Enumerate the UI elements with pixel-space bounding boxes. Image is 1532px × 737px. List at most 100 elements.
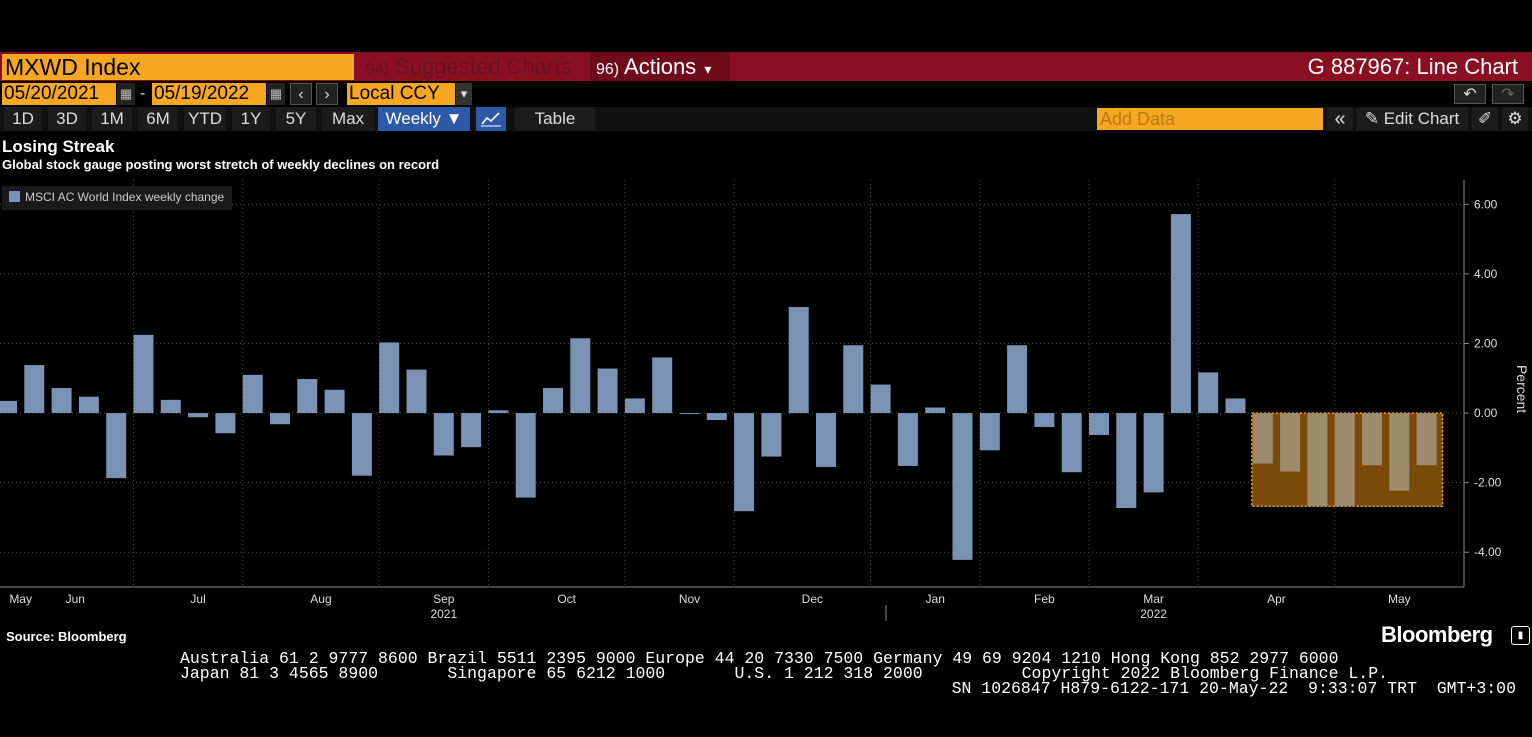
bar-week-37 [979,413,1000,451]
bar-chart-icon[interactable]: ▮ [1511,626,1530,645]
bar-week-43 [1143,413,1164,493]
currency-select[interactable]: Local CCY [347,83,455,105]
y-tick-label: 2.00 [1474,336,1498,350]
y-tick-label: 6.00 [1474,197,1498,211]
contact-line-2: Japan 81 3 4565 8900 Singapore 65 6212 1… [180,664,1388,683]
x-tick-label: Sep [433,592,455,606]
collapse-icon[interactable]: « [1327,107,1353,131]
bar-week-45 [1198,372,1219,414]
period-tab-1y[interactable]: 1Y [232,107,270,131]
actions-label: Actions [624,54,697,79]
bar-week-34 [897,413,918,466]
bar-week-2 [24,365,45,414]
bar-week-46 [1225,398,1246,414]
edit-chart-button[interactable]: ✎ Edit Chart [1356,107,1468,131]
next-period-button[interactable]: › [316,83,338,105]
legend-swatch [9,191,20,202]
gear-icon[interactable]: ⚙ [1502,107,1528,131]
year-label: 2021 [430,607,457,621]
period-tab-6m[interactable]: 6M [138,107,178,131]
bar-chart: 6.00 4.00 2.00 0.00 -2.00 -4.00 Percent May Jun J… [0,180,1530,621]
chart-window-title: G 887967: Line Chart [1307,54,1518,79]
x-tick-label: Jul [190,592,205,606]
table-tab[interactable]: Table [515,107,595,131]
bar-week-32 [843,345,864,414]
add-data-input[interactable]: Add Data [1097,108,1323,130]
end-date-field[interactable]: 05/19/2022 [152,83,266,105]
x-tick-label: Jun [66,592,85,606]
source-note: Source: Bloomberg [6,629,127,644]
bar-week-50 [1334,413,1355,507]
start-date-field[interactable]: 05/20/2021 [2,83,116,105]
bar-week-16 [406,369,427,414]
bar-week-3 [51,388,72,414]
bar-week-5 [106,413,127,479]
x-tick-label: Mar [1143,592,1164,606]
bar-week-22 [570,338,591,414]
line-chart-icon[interactable] [476,107,506,131]
period-tab-ytd[interactable]: YTD [184,107,226,131]
pencil-icon: ✎ [1364,109,1379,128]
bar-week-15 [379,342,400,414]
calendar-icon[interactable]: ▦ [117,83,135,105]
bar-week-12 [297,378,318,414]
bloomberg-logo: Bloomberg [1381,622,1493,647]
bar-week-23 [597,368,618,414]
chart-subtitle: Global stock gauge posting worst stretch… [2,157,440,172]
undo-icon[interactable]: ↶ [1454,84,1486,104]
bar-week-38 [1007,345,1028,414]
period-tab-5y[interactable]: 5Y [276,107,316,131]
edit-chart-label: Edit Chart [1383,109,1460,128]
bar-week-41 [1089,413,1109,435]
bar-week-44 [1170,214,1191,414]
bar-week-8 [188,413,209,418]
suggested-charts-number: 94) [366,61,390,78]
bar-week-47 [1252,413,1273,464]
legend-label: MSCI AC World Index weekly change [25,190,225,204]
bar-week-49 [1307,413,1328,507]
y-axis-label: Percent [1514,365,1530,413]
contact-line-1: Australia 61 2 9777 8600 Brazil 5511 239… [180,649,1339,668]
period-tab-1m[interactable]: 1M [92,107,132,131]
y-tick-label: -2.00 [1474,476,1502,490]
suggested-charts-button[interactable]: 94) Suggested Charts [358,52,586,81]
bar-week-31 [816,413,836,467]
bar-week-40 [1061,413,1082,473]
bar-week-13 [324,389,345,414]
bar-week-26 [679,413,700,415]
terminal-info: SN 1026847 H879-6122-171 20-May-22 9:33:… [951,679,1516,698]
x-tick-label: Dec [802,592,823,606]
bar-week-4 [78,396,99,414]
currency-caret-icon[interactable]: ▾ [456,83,472,105]
bar-week-30 [788,306,809,414]
date-separator: - [140,85,146,102]
frequency-select[interactable]: Weekly ▼ [378,107,470,131]
period-tab-3d[interactable]: 3D [48,107,86,131]
redo-icon[interactable]: ↷ [1492,84,1524,104]
actions-caret-icon: ▾ [704,61,712,77]
bar-week-10 [242,374,263,414]
bar-week-48 [1280,413,1301,472]
bar-week-35 [925,407,946,414]
x-tick-label: Jan [926,592,945,606]
bar-week-53 [1416,413,1437,466]
bar-week-11 [270,413,290,425]
bar-week-27 [706,413,727,421]
bar-week-14 [351,413,372,476]
bar-week-17 [433,413,454,456]
actions-button[interactable]: 96) Actions ▾ [590,52,730,81]
previous-period-button[interactable]: ‹ [290,83,312,105]
chart-title: Losing Streak [2,137,115,156]
period-tab-1d[interactable]: 1D [4,107,42,131]
bar-week-42 [1116,413,1137,509]
period-tab-max[interactable]: Max [322,107,374,131]
ticker-field[interactable]: MXWD Index [2,54,354,80]
edit-settings-icon[interactable]: ✐ [1472,107,1498,131]
bar-week-52 [1389,413,1410,491]
x-tick-label: Oct [557,592,576,606]
x-tick-label: May [1388,592,1411,606]
calendar-icon[interactable]: ▦ [267,83,285,105]
x-tick-label: Feb [1034,592,1055,606]
x-tick-label: Apr [1267,592,1286,606]
bar-week-36 [952,413,973,560]
